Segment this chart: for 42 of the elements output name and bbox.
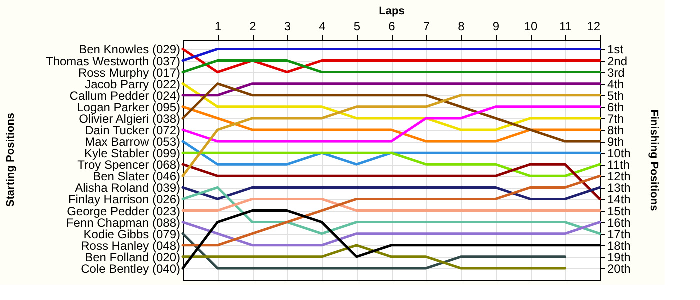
y-tick-label: 15th (608, 204, 631, 218)
line-series (182, 82, 602, 132)
y-tick-label: 11th (608, 158, 630, 172)
y-tick-label: 10th (608, 146, 631, 161)
y2-axis-title: Finishing Positions (648, 110, 660, 212)
line-series (182, 186, 602, 236)
x-tick-label: 6 (388, 20, 396, 34)
y-tick-label: 16th (608, 216, 631, 230)
y-tick-label: 4th (608, 77, 624, 92)
x-tick-label: 5 (354, 20, 361, 34)
line-series (182, 174, 602, 247)
y-tick-label: 1st (608, 42, 624, 57)
y-tick-label: 6th (608, 100, 624, 114)
x-tick-label: 11 (560, 20, 572, 34)
y-tick-label: 2nd (608, 54, 628, 68)
line-series (182, 94, 602, 178)
y-tick-label: 14th (608, 192, 631, 207)
series-label: Ben Knowles (029) (79, 42, 181, 57)
line-series (182, 106, 602, 143)
y-tick-label: 3rd (608, 66, 625, 80)
x-tick-label: 10 (524, 20, 538, 34)
y-tick-label: 13th (608, 181, 631, 196)
y-tick-label: 9th (608, 135, 624, 150)
x-tick-label: 4 (319, 20, 326, 34)
y-tick-label: 7th (608, 112, 624, 126)
x-tick-label: 1 (214, 20, 222, 34)
line-series (182, 82, 602, 143)
x-tick-label: 9 (492, 20, 500, 34)
x-tick-label: 2 (250, 20, 257, 34)
x-tick-label: 12 (587, 20, 601, 34)
y-tick-label: 20th (608, 262, 631, 276)
y-tick-label: 5th (608, 88, 624, 103)
y-tick-label: 19th (608, 250, 631, 264)
y-tick-label: 17th (608, 227, 631, 242)
y-tick-label: 8th (608, 124, 624, 138)
x-tick-label: 7 (423, 20, 430, 34)
x-tick-label: 3 (284, 20, 292, 34)
y-tick-label: 18th (608, 238, 631, 253)
text: Starting Positions (5, 112, 17, 208)
x-axis-title: Laps (379, 6, 405, 18)
y-tick-label: 12th (608, 170, 631, 184)
x-tick-label: 8 (458, 20, 466, 34)
